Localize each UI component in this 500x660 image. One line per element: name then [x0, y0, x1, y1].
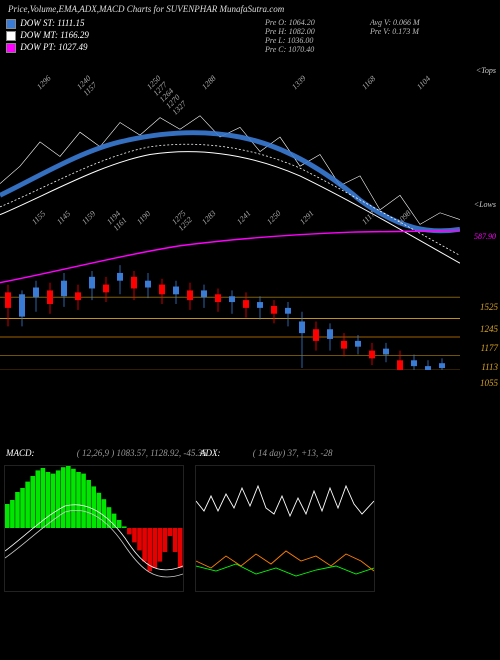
- adx-values: ( 14 day) 37, +13, -28: [253, 448, 333, 458]
- legend-st-swatch: [6, 19, 16, 29]
- adx-header: ADX: ( 14 day) 37, +13, -28: [200, 448, 333, 458]
- macd-chart[interactable]: [4, 465, 184, 592]
- legend-mt-text: DOW MT: 1166.29: [20, 30, 89, 40]
- adx-title: ADX:: [200, 448, 221, 458]
- ema-last-value: 587.90: [474, 232, 496, 241]
- legend-st-text: DOW ST: 1111.15: [20, 18, 84, 28]
- macd-values: ( 12,26,9 ) 1083.57, 1128.92, -45.35: [77, 448, 207, 458]
- macd-title: MACD:: [6, 448, 35, 458]
- macd-header: MACD: ( 12,26,9 ) 1083.57, 1128.92, -45.…: [6, 448, 207, 458]
- lows-marker: <Lows: [474, 200, 496, 209]
- info-volume: Avg V: 0.066 M Pre V: 0.173 M: [370, 18, 420, 36]
- adx-chart[interactable]: [195, 465, 375, 592]
- price-axis-label: 1525: [480, 302, 498, 312]
- legend-st: DOW ST: 1111.15: [6, 18, 85, 29]
- price-axis-label: 1055: [480, 378, 498, 388]
- info-pre-h: Pre H: 1082.00: [265, 27, 315, 36]
- info-pre-o: Pre O: 1064.20: [265, 18, 315, 27]
- price-axis-label: 1177: [481, 343, 498, 353]
- price-axis-label: 1245: [480, 324, 498, 334]
- main-price-chart[interactable]: [0, 40, 460, 370]
- info-pre-v: Pre V: 0.173 M: [370, 27, 420, 36]
- info-avg-v: Avg V: 0.066 M: [370, 18, 420, 27]
- price-axis-label: 1113: [481, 362, 498, 372]
- tops-marker: <Tops: [476, 66, 496, 75]
- chart-title: Price,Volume,EMA,ADX,MACD Charts for SUV…: [8, 4, 284, 14]
